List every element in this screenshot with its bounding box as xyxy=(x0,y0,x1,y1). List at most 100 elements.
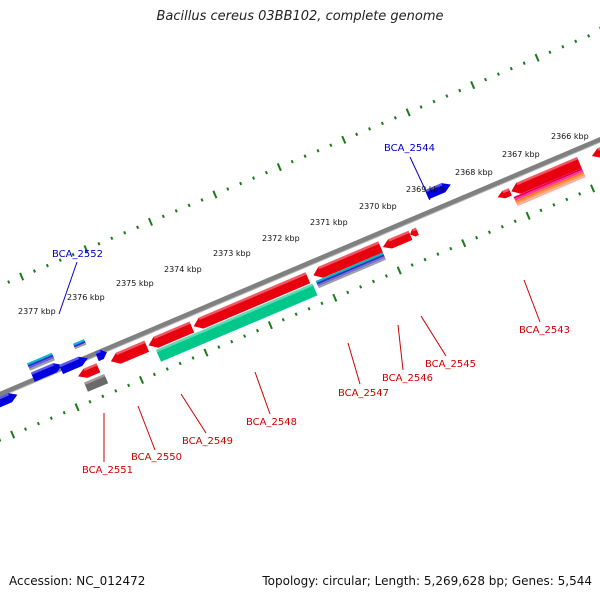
outer-track-tick xyxy=(303,154,307,158)
gene-blue-forward-arrow-highlight xyxy=(0,393,9,400)
gene-bca2543-small-arrow xyxy=(497,188,512,199)
outer-track-tick xyxy=(226,187,230,191)
outer-track-tick xyxy=(123,231,127,235)
outer-track-tick xyxy=(445,94,449,98)
inner-track-tick xyxy=(578,192,582,196)
outer-track-tick xyxy=(534,53,540,62)
inner-track-tick xyxy=(243,334,247,338)
outer-track-tick xyxy=(71,252,75,257)
inner-track-tick xyxy=(165,367,169,371)
inner-track-tick xyxy=(152,372,156,377)
gene-blue-forward-arrow xyxy=(0,393,18,408)
outer-track-tick xyxy=(252,176,256,180)
callout-bca2543 xyxy=(523,279,541,323)
gene-bca2552-stripes-stripe xyxy=(29,358,55,371)
outer-track-tick xyxy=(341,135,347,144)
scale-labels: 2366 kbp 2367 kbp 2368 kbp 2369 kbp 2370 kbp… xyxy=(18,132,589,476)
gene-label-bca2546: BCA_2546 xyxy=(382,373,433,384)
gene-bca2544-arrow xyxy=(424,183,451,200)
outer-track-tick xyxy=(419,105,423,109)
gene-bca2544-arrow-highlight xyxy=(424,183,443,193)
scale-label-2377: 2377 kbp xyxy=(18,307,56,316)
gene-red-arrow xyxy=(591,147,600,158)
inner-track-tick xyxy=(539,208,543,213)
inner-track-tick xyxy=(384,274,388,278)
gene-bca2543-small-arrow-highlight xyxy=(502,188,510,194)
scale-label-2370: 2370 kbp xyxy=(359,202,397,211)
genome-stats-label: Topology: circular; Length: 5,269,628 bp… xyxy=(262,574,592,588)
accession-label: Accession: NC_012472 xyxy=(9,574,146,588)
gene-label-bca2547: BCA_2547 xyxy=(338,388,389,399)
outer-track-tick xyxy=(522,61,526,65)
inner-track-tick xyxy=(513,219,517,224)
outer-track-tick xyxy=(174,209,178,213)
inner-track-tick xyxy=(359,285,363,289)
callout-bca2544 xyxy=(409,156,431,201)
tick-tracks xyxy=(0,26,600,442)
gene-bca2543-arrow-highlight xyxy=(516,157,578,186)
gene-bca2548-teal-bar xyxy=(155,283,318,362)
gene-bca2543-arrow xyxy=(511,157,582,194)
gene-bca2551-gray-bar-highlight xyxy=(84,374,106,385)
gene-bca2547-stripes-stripe xyxy=(316,254,385,285)
inner-track-tick xyxy=(396,266,402,275)
gene-bca2552-stripes-stripe xyxy=(27,354,54,367)
gene-bca2543-stripes-stripe xyxy=(516,173,585,205)
inner-track-tick xyxy=(500,224,504,229)
callout-bca2546 xyxy=(397,324,404,371)
outer-track-tick xyxy=(548,50,552,55)
inner-track-tick xyxy=(307,307,311,311)
gene-bca2547-stripes-stripe xyxy=(318,258,386,289)
inner-track-tick xyxy=(410,263,414,267)
outer-track-tick xyxy=(561,45,565,49)
gene-label-bca2545: BCA_2545 xyxy=(425,359,476,370)
outer-track-tick xyxy=(484,77,488,82)
gene-features xyxy=(0,147,600,408)
inner-track-tick xyxy=(191,356,195,360)
inner-track-tick xyxy=(525,211,531,220)
outer-track-tick xyxy=(432,99,436,104)
gene-blue-forward-arrow-highlight xyxy=(30,363,54,375)
outer-track-tick xyxy=(212,190,218,199)
backbone-shadow xyxy=(0,141,600,398)
inner-track-tick xyxy=(294,312,298,317)
scale-label-2376: 2376 kbp xyxy=(67,293,105,302)
map-title: Bacillus cereus 03BB102, complete genome xyxy=(156,9,444,24)
scale-label-2375: 2375 kbp xyxy=(116,279,154,288)
inner-track-tick xyxy=(114,389,118,393)
gene-bca2550-arrow xyxy=(110,340,150,364)
outer-track-tick xyxy=(470,81,476,90)
outer-track-tick xyxy=(290,159,294,164)
gene-blue-forward-arrow xyxy=(30,363,63,382)
outer-track-tick xyxy=(276,163,282,172)
gene-bca2543-stripes-stripe xyxy=(515,171,585,203)
gene-bca2552-stripes-stripe xyxy=(73,339,85,346)
inner-track-tick xyxy=(178,361,182,366)
callout-bca2552 xyxy=(58,261,78,315)
callout-bca2550 xyxy=(137,405,156,451)
gene-bca2543-stripes-stripe xyxy=(514,169,584,201)
callout-bca2547 xyxy=(347,342,361,385)
inner-track-tick xyxy=(436,252,440,256)
inner-track-tick xyxy=(255,328,260,333)
inner-track-tick xyxy=(88,400,92,404)
inner-track-tick xyxy=(332,293,338,302)
outer-track-tick xyxy=(368,127,372,131)
gene-bca2547-stripes-stripe xyxy=(317,256,386,287)
gene-bca2543-stripes-stripe xyxy=(513,168,583,199)
outer-track-tick xyxy=(329,143,333,148)
outer-track-tick xyxy=(264,170,268,175)
inner-track-tick xyxy=(49,416,53,420)
outer-track-tick xyxy=(405,108,411,117)
gene-bca2552-stripes-stripe xyxy=(26,352,53,366)
outer-track-tick xyxy=(393,116,397,120)
inner-track-tick xyxy=(101,394,105,399)
scale-label-2373: 2373 kbp xyxy=(213,249,251,258)
inner-track-tick xyxy=(230,339,234,344)
inner-track-tick xyxy=(371,279,375,284)
inner-track-tick xyxy=(320,301,324,306)
outer-track-tick xyxy=(19,272,25,281)
gene-bca2551-arrow xyxy=(78,363,101,378)
outer-track-tick xyxy=(587,34,591,38)
gene-bca2548-teal-bar-highlight xyxy=(155,283,314,353)
